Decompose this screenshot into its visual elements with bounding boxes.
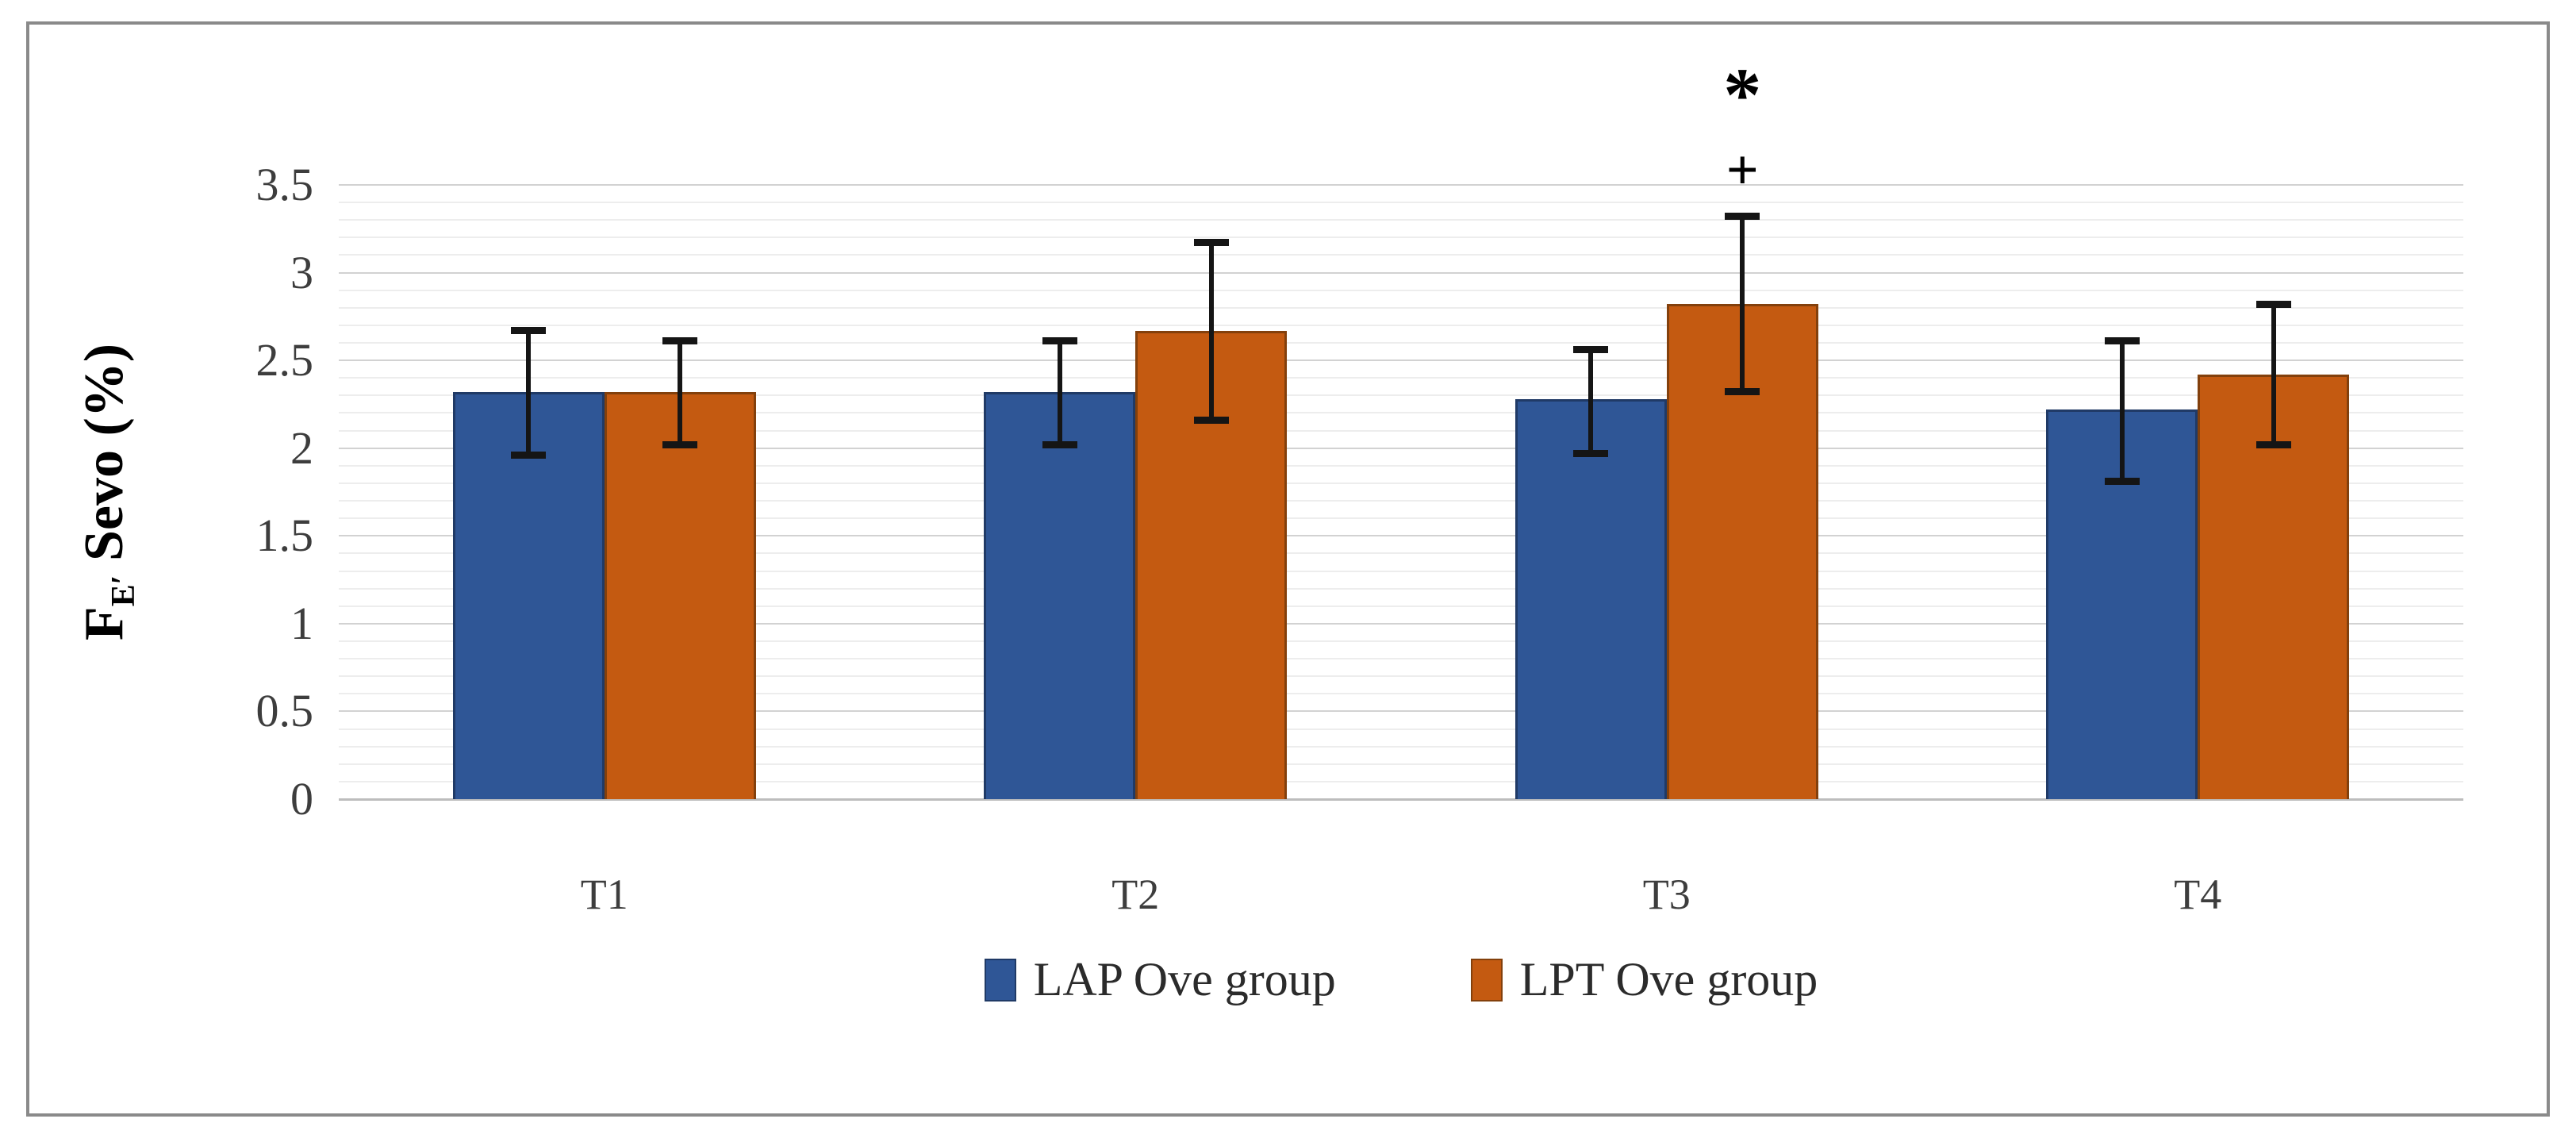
y-tick-label: 3 [290,246,313,298]
gridline-major [339,710,2463,713]
gridline-minor [339,500,2463,502]
gridline-minor [339,394,2463,397]
gridline-major [339,271,2463,274]
y-tick-label: 1 [290,597,313,649]
error-bar-cap-bottom [1573,449,1609,457]
gridline-minor [339,202,2463,204]
gridline-minor [339,693,2463,695]
gridline-minor [339,236,2463,239]
gridline-major [339,622,2463,625]
gridline-minor [339,605,2463,607]
x-axis-line [339,798,2463,801]
gridline-minor [339,570,2463,572]
error-bar-cap-top [662,337,698,345]
bar-T2-lap [984,391,1136,799]
gridline-minor [339,640,2463,642]
gridline-minor [339,587,2463,590]
error-bar-cap-top [1725,213,1760,221]
plot-area [339,184,2463,801]
gridline-minor [339,482,2463,484]
error-bar-stem [1588,349,1594,454]
error-bar-cap-bottom [1193,416,1229,424]
x-category-label-t1: T1 [580,871,628,918]
error-bar-cap-bottom [511,452,547,459]
y-tick-label: 1.5 [255,509,314,562]
y-tick-label: 0 [290,773,313,825]
gridline-major [339,359,2463,362]
x-category-label-t2: T2 [1111,871,1160,918]
error-bar-cap-top [1042,337,1077,345]
error-bar-stem [526,330,532,456]
error-bar-stem [2271,304,2276,445]
gridline-minor [339,763,2463,765]
legend-item-lpt: LPT Ove group [1470,952,1818,1007]
legend-item-lap: LAP Ove group [984,952,1336,1007]
gridline-major [339,184,2463,186]
legend: LAP Ove group LPT Ove group [339,952,2463,1007]
error-bar-cap-top [2255,300,2291,308]
bar-T3-lpt [1666,304,1818,799]
gridline-minor [339,289,2463,291]
gridline-minor [339,412,2463,414]
y-axis-title: FE′ Sevo (%) [73,343,142,641]
gridline-minor [339,429,2463,432]
error-bar-cap-bottom [1725,388,1760,396]
gridline-minor [339,324,2463,326]
y-tick-label: 2 [290,421,313,474]
y-axis-title-subscript: E′ [106,575,142,607]
error-bar-cap-bottom [1042,440,1077,448]
error-bar-cap-bottom [662,440,698,448]
y-tick-label: 3.5 [255,159,314,210]
gridline-minor [339,342,2463,344]
error-bar-stem [2119,340,2125,482]
gridline-minor [339,780,2463,782]
legend-label-lap: LAP Ove group [1033,953,1336,1005]
y-tick-label: 2.5 [255,334,314,386]
gridline-minor [339,658,2463,660]
gridline-minor [339,745,2463,748]
asterisk-significance-marker: * [1723,52,1762,137]
error-bar-cap-top [2104,337,2140,345]
gridline-minor [339,675,2463,678]
gridline-major [339,535,2463,537]
error-bar-cap-bottom [2255,440,2291,448]
gridline-minor [339,219,2463,221]
bar-T3-lap [1515,398,1667,799]
gridline-minor [339,254,2463,256]
gridline-minor [339,464,2463,467]
legend-swatch-lpt [1470,958,1503,1002]
error-bar-stem [1208,242,1214,421]
error-bar-stem [1057,340,1062,445]
gridline-minor [339,552,2463,555]
gridline-minor [339,306,2463,309]
error-bar-stem [678,340,683,445]
y-tick-label: 0.5 [255,685,314,737]
error-bar-cap-top [511,327,547,335]
error-bar-cap-top [1573,346,1609,354]
error-bar-stem [1740,216,1745,392]
y-axis-title-rest: Sevo (%) [74,343,135,575]
legend-swatch-lap [984,958,1016,1002]
error-bar-cap-top [1193,239,1229,247]
gridline-minor [339,517,2463,520]
y-axis-title-main: F [74,606,135,641]
x-category-label-t3: T3 [1642,871,1691,918]
bar-T1-lpt [604,391,756,799]
plus-significance-marker: + [1726,138,1759,202]
gridline-minor [339,728,2463,730]
gridline-major [339,447,2463,449]
legend-label-lpt: LPT Ove group [1519,953,1818,1005]
x-category-label-t4: T4 [2174,871,2222,918]
gridline-minor [339,377,2463,379]
error-bar-cap-bottom [2104,478,2140,486]
figure-border [26,21,2550,1117]
